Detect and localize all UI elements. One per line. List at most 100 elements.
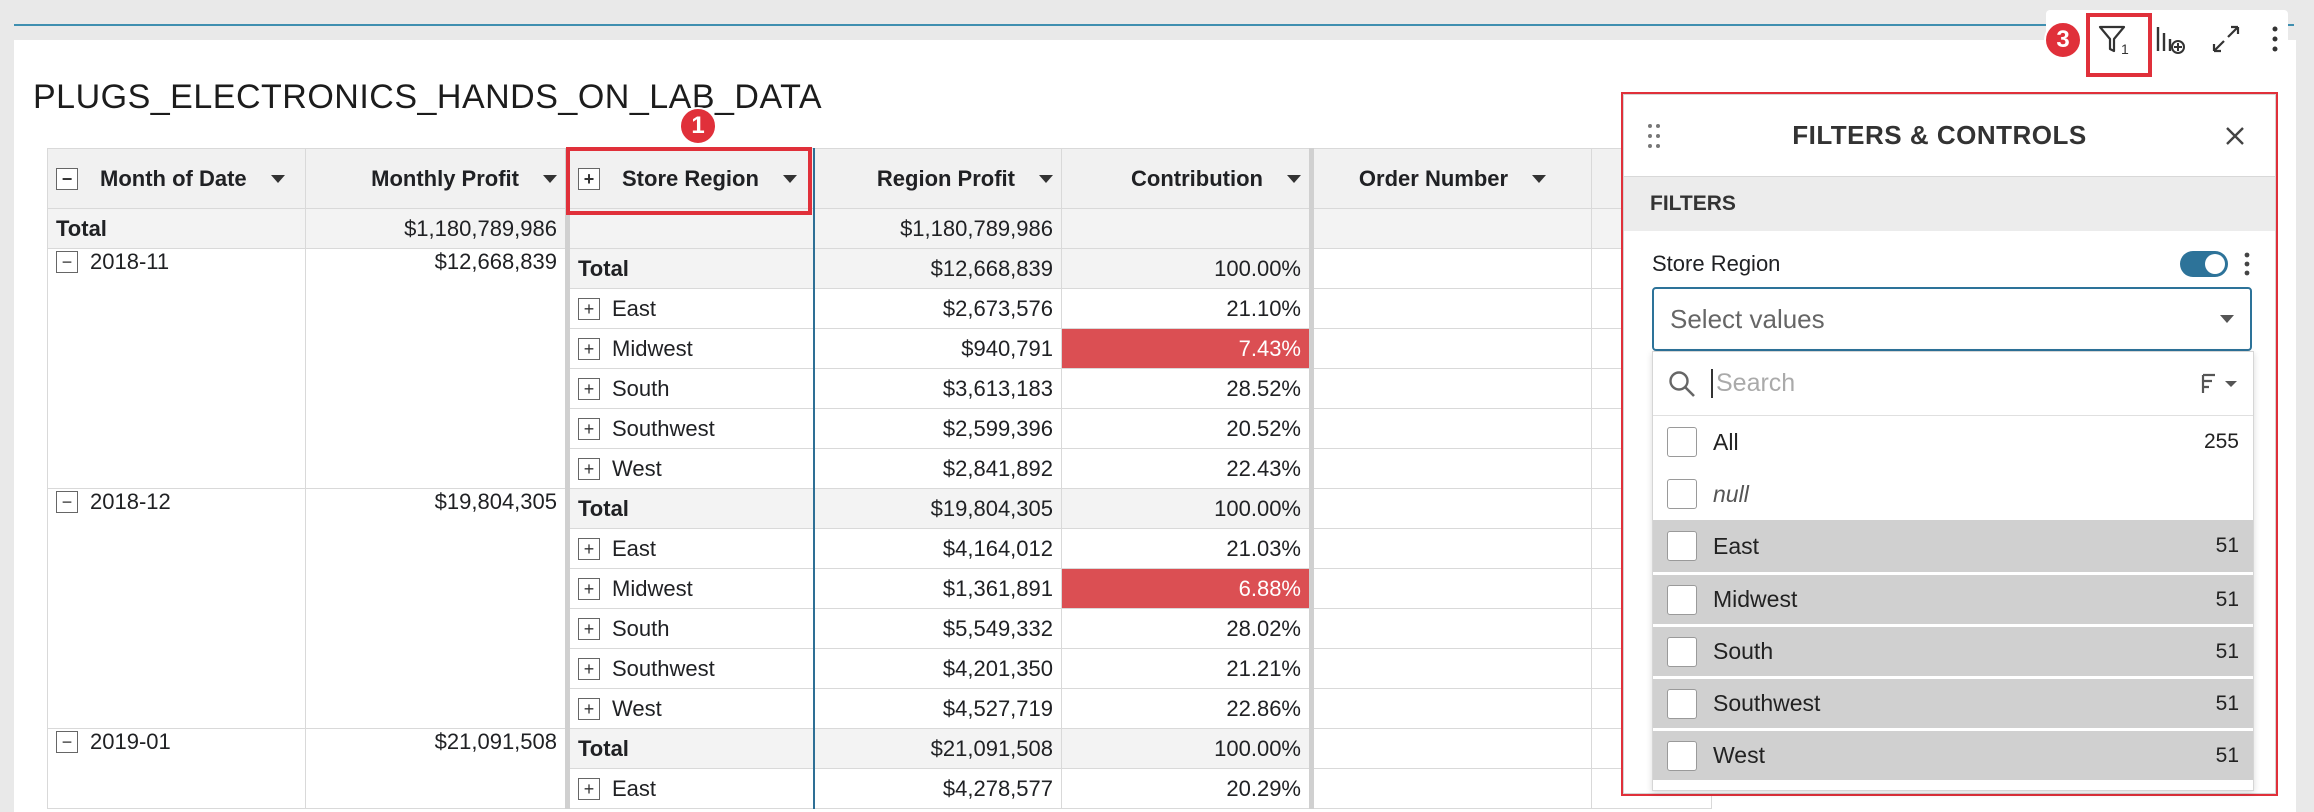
region-total-profit: $12,668,839: [813, 248, 1062, 289]
pivot-table: − Month of Date Monthly Profit + Store Reg…: [47, 148, 1712, 809]
chevron-down-icon[interactable]: [782, 174, 797, 183]
filter-option[interactable]: East 51: [1653, 520, 2253, 572]
store-region-cell[interactable]: + Midwest: [566, 328, 815, 369]
expand-row-icon[interactable]: +: [578, 377, 600, 400]
chevron-down-icon[interactable]: [543, 174, 557, 183]
column-header-store-region[interactable]: + Store Region: [566, 148, 815, 209]
expand-icon[interactable]: +: [578, 167, 600, 190]
group-total-row: −2018-12 $19,804,305 Total $19,804,305 100.0…: [47, 488, 1712, 729]
contribution-cell: 21.10%: [1061, 288, 1314, 329]
expand-row-icon[interactable]: +: [578, 537, 600, 560]
chevron-down-icon[interactable]: [270, 174, 285, 183]
column-header-contribution[interactable]: Contribution: [1061, 148, 1314, 209]
group-total-row: −2018-11 $12,668,839 Total $12,668,839 100.0…: [47, 248, 1712, 489]
filter-toggle[interactable]: [2180, 251, 2228, 277]
expand-row-icon[interactable]: +: [578, 617, 600, 640]
fullscreen-button[interactable]: [2206, 15, 2246, 63]
contribution-cell: 7.43%: [1061, 328, 1314, 369]
region-profit-cell: $940,791: [813, 328, 1062, 369]
checkbox[interactable]: [1667, 636, 1697, 667]
filter-option[interactable]: null: [1653, 468, 2253, 520]
table-row: + East $2,673,576 21.10%: [48, 288, 1712, 329]
checkbox[interactable]: [1667, 479, 1697, 509]
search-input[interactable]: Search: [1653, 352, 2253, 416]
table-row: + Midwest $940,791 7.43%: [48, 328, 1712, 369]
filter-option[interactable]: Southwest 51: [1653, 676, 2253, 728]
cell: [1061, 208, 1314, 249]
checkbox[interactable]: [1667, 740, 1697, 771]
add-chart-button[interactable]: [2150, 15, 2190, 63]
expand-row-icon[interactable]: +: [578, 657, 600, 680]
cell: [1311, 528, 1592, 569]
collapse-icon[interactable]: −: [56, 731, 78, 753]
cell: [1311, 328, 1592, 369]
more-vertical-icon[interactable]: [2242, 249, 2252, 279]
cell: [566, 208, 815, 249]
region-profit-cell: $2,841,892: [813, 448, 1062, 489]
table-row: + Midwest $1,361,891 6.88%: [48, 568, 1712, 609]
collapse-icon[interactable]: −: [56, 167, 78, 190]
store-region-cell[interactable]: + East: [566, 528, 815, 569]
expand-row-icon[interactable]: +: [578, 577, 600, 600]
chevron-down-icon[interactable]: [1039, 174, 1053, 183]
month-cell[interactable]: −2018-12: [47, 488, 306, 729]
region-profit-cell: $4,164,012: [813, 528, 1062, 569]
table-row: + Southwest $4,201,350 21.21%: [48, 648, 1712, 689]
cell: [1311, 568, 1592, 609]
region-profit-cell: $1,361,891: [813, 568, 1062, 609]
store-region-cell[interactable]: + South: [566, 608, 815, 649]
store-region-cell[interactable]: + West: [566, 448, 815, 489]
month-cell[interactable]: −2018-11: [47, 248, 306, 489]
control-label: Store Region: [1652, 251, 1781, 276]
checkbox[interactable]: [1667, 427, 1697, 457]
cell: [1311, 768, 1592, 809]
column-header-monthly-profit[interactable]: Monthly Profit: [305, 148, 570, 209]
expand-row-icon[interactable]: +: [578, 777, 600, 800]
drag-handle-icon[interactable]: [1624, 121, 1684, 151]
table-row: + West $2,841,892 22.43%: [48, 448, 1712, 489]
more-options-button[interactable]: [2262, 15, 2288, 63]
filter-option[interactable]: Midwest 51: [1653, 572, 2253, 624]
cell: [1311, 608, 1592, 649]
store-region-cell[interactable]: + West: [566, 688, 815, 729]
month-cell[interactable]: −2019-01: [47, 728, 306, 809]
filter-option[interactable]: West 51: [1653, 728, 2253, 780]
filter-button[interactable]: 1: [2094, 15, 2134, 63]
contribution-cell: 28.02%: [1061, 608, 1314, 649]
dropdown-menu: Search All 255 null East 51 Midwest 51 South 51 S…: [1652, 351, 2254, 791]
store-region-cell[interactable]: + South: [566, 368, 815, 409]
store-region-cell[interactable]: + Southwest: [566, 408, 815, 449]
filter-option[interactable]: South 51: [1653, 624, 2253, 676]
close-icon[interactable]: [2195, 125, 2275, 147]
expand-row-icon[interactable]: +: [578, 337, 600, 360]
expand-row-icon[interactable]: +: [578, 697, 600, 720]
filter-option[interactable]: All 255: [1653, 416, 2253, 468]
store-region-cell[interactable]: + East: [566, 288, 815, 329]
collapse-icon[interactable]: −: [56, 491, 78, 513]
checkbox[interactable]: [1667, 531, 1697, 561]
option-count: 51: [2215, 534, 2239, 557]
chevron-down-icon[interactable]: [1287, 174, 1301, 183]
store-region-cell[interactable]: + East: [566, 768, 815, 809]
expand-row-icon[interactable]: +: [578, 297, 600, 320]
monthly-profit-cell: $21,091,508: [305, 728, 570, 809]
expand-row-icon[interactable]: +: [578, 457, 600, 480]
checkbox[interactable]: [1667, 688, 1697, 719]
search-icon: [1669, 370, 1695, 397]
column-header-month[interactable]: − Month of Date: [47, 148, 306, 209]
select-values-dropdown[interactable]: Select values: [1652, 287, 2252, 351]
store-region-cell[interactable]: + Midwest: [566, 568, 815, 609]
collapse-icon[interactable]: −: [56, 251, 78, 273]
grand-total-row: Total $1,180,789,986 $1,180,789,986: [47, 208, 1712, 249]
column-header-order-number[interactable]: Order Number: [1311, 148, 1592, 209]
monthly-profit-cell: $19,804,305: [305, 488, 570, 729]
chevron-down-icon[interactable]: [1532, 174, 1547, 183]
sort-icon[interactable]: [2199, 369, 2239, 399]
store-region-cell[interactable]: + Southwest: [566, 648, 815, 689]
option-label: Midwest: [1713, 586, 1798, 612]
option-label: East: [1713, 532, 1760, 559]
checkbox[interactable]: [1667, 584, 1697, 615]
option-label: South: [1713, 638, 1774, 664]
expand-row-icon[interactable]: +: [578, 417, 600, 440]
column-header-region-profit[interactable]: Region Profit: [813, 148, 1062, 209]
